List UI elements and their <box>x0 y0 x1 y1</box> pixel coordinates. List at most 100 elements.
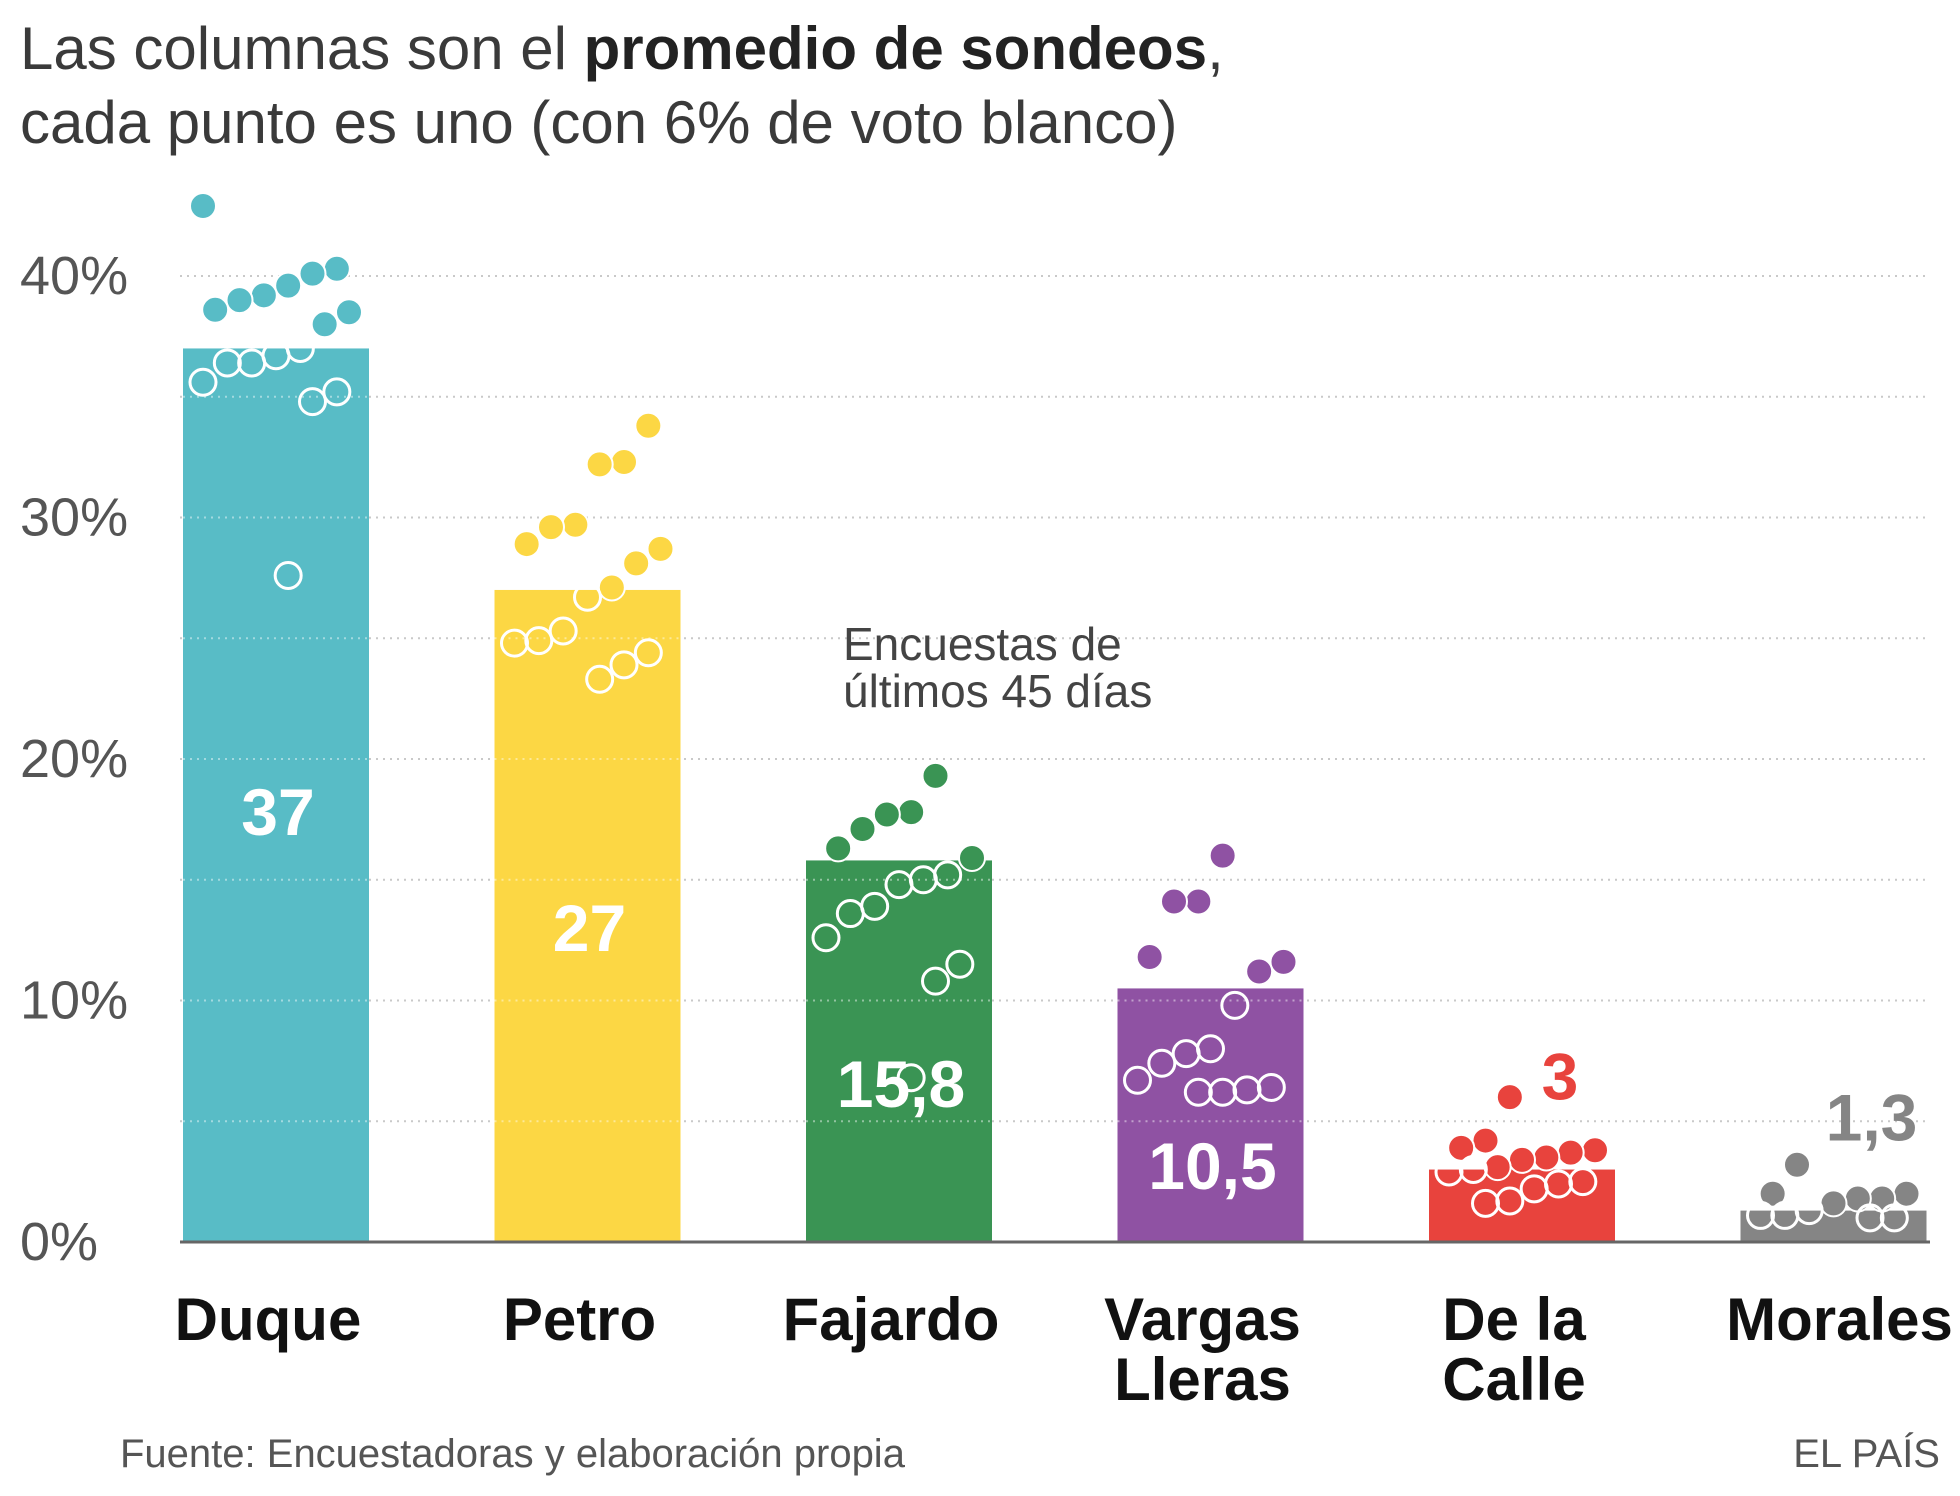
poll-dot <box>1819 1189 1848 1218</box>
poll-dot <box>201 295 230 324</box>
brand-logo-text: EL PAÍS <box>1793 1432 1940 1476</box>
poll-dot <box>322 377 352 407</box>
poll-dot <box>896 1063 926 1093</box>
poll-dot <box>1508 1145 1536 1174</box>
poll-dot <box>1758 1179 1787 1208</box>
poll-dot <box>585 664 615 694</box>
y-tick-label: 30% <box>20 488 128 548</box>
poll-dot <box>958 844 986 873</box>
value-labels: 37 27 15,8 10,5 3 1,3 <box>241 775 1917 1203</box>
title-line-1: Las columnas son el promedio de sondeos, <box>20 12 1224 86</box>
poll-dot <box>1495 1083 1524 1112</box>
poll-dot <box>1160 887 1188 916</box>
axes: 0% 10% 20% 30% 40% <box>20 246 1930 1272</box>
title-part-1: Las columnas son el <box>20 15 584 82</box>
poll-dot <box>548 616 578 646</box>
category-label: De la <box>1442 1286 1586 1353</box>
y-tick-label: 40% <box>20 246 128 306</box>
poll-dot <box>610 447 638 476</box>
poll-dot <box>622 549 651 578</box>
poll-dot <box>500 628 529 658</box>
poll-dot <box>537 513 565 542</box>
poll-dot <box>1269 947 1298 976</box>
poll-dot <box>1868 1184 1897 1213</box>
category-label: Vargas <box>1104 1286 1301 1353</box>
bar-petro <box>494 589 681 1242</box>
poll-dot <box>835 899 865 929</box>
bar-duque <box>183 348 369 1242</box>
poll-dot <box>573 582 602 612</box>
bars <box>183 348 1927 1242</box>
poll-dot <box>646 534 675 563</box>
value-label: 27 <box>553 891 626 965</box>
poll-dot <box>1208 1077 1238 1107</box>
poll-dot <box>1434 1157 1464 1187</box>
poll-dot <box>884 870 914 900</box>
poll-dots <box>188 191 1921 1233</box>
poll-dot <box>188 367 218 397</box>
poll-dot <box>298 387 327 417</box>
poll-dot <box>921 966 950 996</box>
poll-dot <box>1447 1133 1476 1162</box>
poll-dot <box>848 815 877 844</box>
poll-dot <box>1183 1077 1213 1107</box>
poll-dot <box>1171 1039 1201 1069</box>
poll-dot <box>585 450 614 479</box>
poll-dot <box>322 254 351 283</box>
poll-dot <box>1471 1188 1500 1218</box>
poll-dot <box>1471 1126 1500 1155</box>
poll-dot <box>561 510 590 539</box>
category-label: Fajardo <box>783 1286 1000 1353</box>
poll-dot <box>1556 1138 1585 1167</box>
poll-dot <box>1770 1200 1800 1230</box>
poll-dot <box>1892 1179 1921 1208</box>
poll-dot <box>237 348 267 378</box>
category-label: Calle <box>1442 1346 1585 1413</box>
poll-dot <box>1843 1184 1872 1213</box>
poll-dot <box>945 949 975 979</box>
bar-fajardo <box>806 860 992 1242</box>
poll-dot <box>310 310 339 339</box>
poll-dot <box>1208 841 1237 870</box>
value-label: 10,5 <box>1148 1129 1276 1203</box>
poll-dot <box>1519 1174 1549 1204</box>
value-label: 37 <box>241 775 314 849</box>
poll-dot <box>274 271 303 300</box>
poll-dot <box>1483 1153 1512 1182</box>
poll-dot <box>811 923 841 953</box>
poll-dot <box>1123 1065 1152 1095</box>
poll-dot <box>1855 1203 1885 1233</box>
y-tick-label: 20% <box>20 729 128 789</box>
title-bold: promedio de sondeos <box>583 15 1208 82</box>
poll-dot <box>298 259 327 288</box>
source-note: Fuente: Encuestadoras y elaboración prop… <box>120 1432 905 1476</box>
title-part-2: , <box>1207 15 1224 82</box>
poll-dot <box>225 286 254 315</box>
poll-dot <box>1879 1203 1909 1233</box>
category-label: Lleras <box>1114 1346 1291 1413</box>
grid-lines <box>180 275 1930 1123</box>
poll-dot <box>824 834 853 863</box>
title-line-2: cada punto es uno (con 6% de voto blanco… <box>20 89 1178 156</box>
poll-dot <box>872 800 901 829</box>
poll-dot <box>634 411 663 440</box>
poll-dot <box>335 298 363 327</box>
poll-dot <box>249 281 278 310</box>
poll-dot <box>1532 1143 1561 1172</box>
poll-dot <box>1184 887 1213 916</box>
poll-dot <box>633 638 663 668</box>
bar-vargas-lleras <box>1117 988 1304 1242</box>
y-tick-label: 10% <box>20 971 128 1031</box>
y-tick-label: 0% <box>20 1212 98 1272</box>
annotation-line-1: Encuestas de <box>843 618 1122 670</box>
poll-dot <box>1746 1200 1775 1230</box>
poll-dot <box>1581 1136 1609 1165</box>
poll-dot <box>1147 1048 1177 1078</box>
value-label: 15,8 <box>837 1047 965 1121</box>
category-label: Morales <box>1726 1286 1953 1353</box>
poll-dot <box>609 650 639 680</box>
poll-dot <box>189 191 217 220</box>
poll-dot <box>1220 990 1250 1020</box>
value-label: 3 <box>1542 1040 1579 1114</box>
